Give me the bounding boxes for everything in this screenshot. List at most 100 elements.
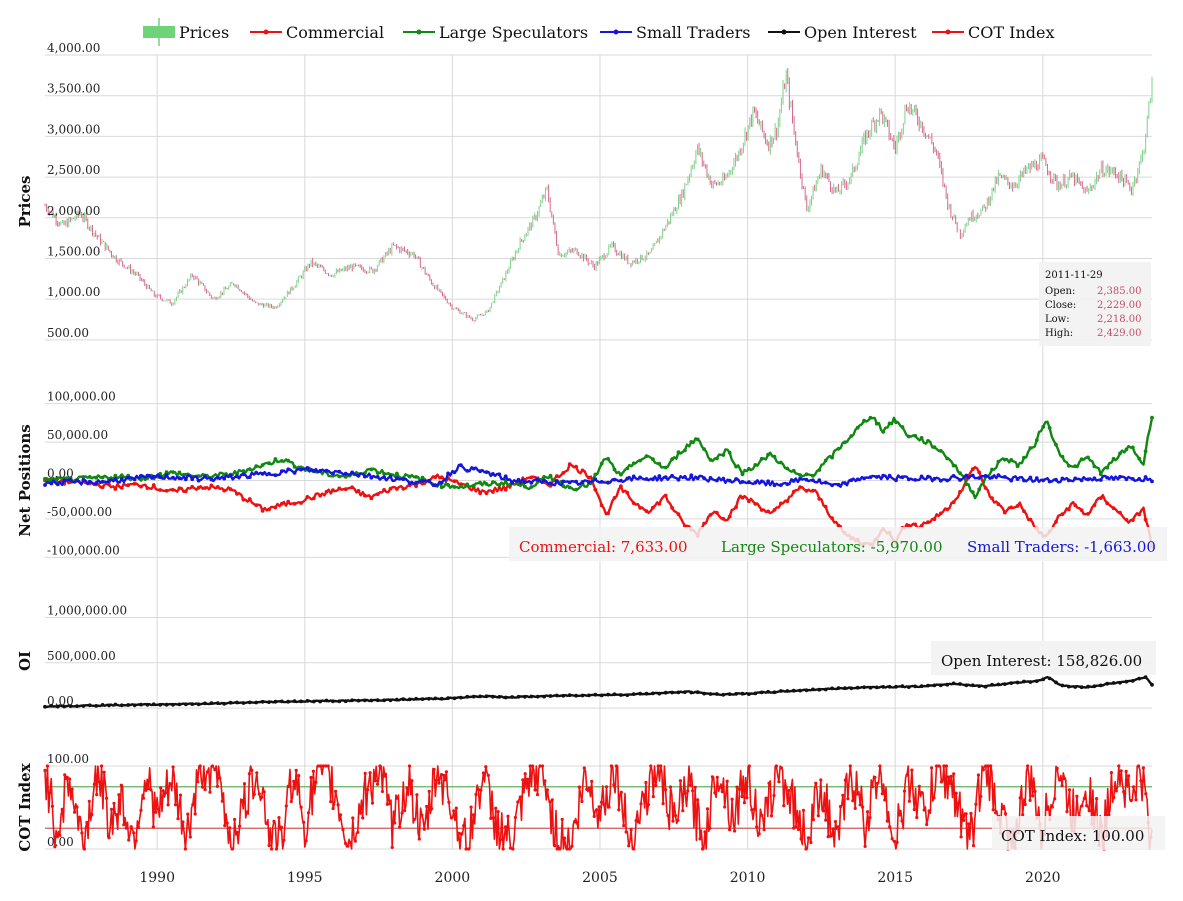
large-speculators-point	[1073, 464, 1078, 468]
small-traders-point	[369, 475, 374, 480]
open-interest-point	[87, 703, 92, 708]
commercial-point	[657, 502, 662, 506]
open-interest-point	[970, 683, 975, 688]
small-traders-point	[299, 467, 303, 472]
cot-index-point	[282, 838, 286, 842]
legend[interactable]: Prices Commercial Large Speculators Small T…	[143, 18, 1054, 46]
small-traders-point	[75, 478, 79, 483]
large-speculators-point	[446, 483, 450, 487]
cot-index-point	[971, 844, 976, 848]
legend-item-open-interest[interactable]: Open Interest	[768, 23, 917, 42]
cot-index-point	[866, 810, 870, 814]
cot-index-point	[516, 800, 520, 804]
large-speculators-point	[913, 433, 918, 438]
commercial-point	[273, 505, 278, 510]
cot-index-point	[447, 800, 451, 804]
large-speculators-point	[529, 485, 534, 489]
cot-index-point	[560, 817, 564, 822]
cot-index-point	[683, 791, 687, 796]
legend-item-prices[interactable]: Prices	[143, 18, 229, 46]
cot-index-point	[671, 819, 675, 823]
cot-index-point	[799, 837, 803, 841]
large-speculators-point	[791, 468, 796, 473]
cot-index-point	[171, 765, 175, 769]
large-speculators-point	[887, 421, 892, 426]
legend-item-large-speculators[interactable]: Large Speculators	[403, 23, 588, 42]
cot-index-point	[989, 764, 993, 768]
cot-index-point	[53, 845, 57, 849]
commercial-point	[651, 505, 655, 510]
cot-index-point	[838, 804, 843, 809]
cot-index-point	[481, 771, 485, 775]
commercial-point	[638, 505, 642, 510]
small-traders-point	[318, 469, 323, 473]
cot-index-point	[668, 785, 673, 789]
large-speculators-point	[721, 453, 726, 457]
cot-index-point	[173, 803, 178, 807]
open-interest-point	[459, 695, 463, 700]
cot-index-point	[858, 803, 862, 807]
cot-index-point	[698, 837, 702, 841]
cot-index-point	[501, 847, 505, 851]
cot-index-point	[885, 819, 889, 823]
large-speculators-point	[1079, 457, 1084, 462]
open-interest-point	[663, 690, 668, 695]
open-interest-point	[599, 693, 604, 698]
cot-index-point	[370, 801, 375, 805]
cot-index-point	[432, 767, 436, 772]
legend-item-commercial[interactable]: Commercial	[250, 23, 384, 42]
cot-index-point	[437, 781, 441, 785]
cot-index-point	[597, 805, 601, 809]
small-traders-point	[938, 478, 943, 483]
small-traders-point	[478, 469, 482, 474]
large-speculators-point	[1092, 464, 1097, 469]
cot-index-point	[811, 818, 816, 822]
commercial-point	[299, 501, 303, 505]
small-traders-point	[779, 483, 783, 487]
cot-index-point	[1124, 769, 1128, 774]
small-traders-point	[529, 481, 534, 485]
commercial-point	[1124, 517, 1129, 522]
open-interest-point	[721, 692, 726, 697]
cot-index-point	[154, 810, 158, 814]
small-traders-point	[87, 479, 92, 484]
legend-item-cot-index[interactable]: COT Index	[932, 23, 1054, 42]
small-traders-point	[548, 481, 553, 486]
small-traders-point	[926, 474, 930, 479]
small-traders-point	[145, 473, 150, 478]
large-speculators-point	[171, 470, 175, 474]
small-traders-point	[1022, 478, 1026, 483]
commercial-point	[951, 500, 956, 505]
small-traders-point	[62, 478, 67, 483]
cot-index-point	[1023, 802, 1027, 807]
open-interest-point	[81, 704, 86, 708]
large-speculators-point	[1002, 457, 1007, 462]
small-traders-point	[734, 477, 738, 481]
legend-item-small-traders[interactable]: Small Traders	[600, 23, 750, 42]
open-interest-point	[932, 683, 937, 688]
commercial-point	[766, 509, 770, 514]
cot-index-point	[814, 781, 818, 785]
large-speculators-point	[663, 465, 668, 470]
open-interest-point	[471, 694, 476, 699]
commercial-point	[171, 488, 175, 492]
cot-index-point	[1001, 807, 1005, 811]
small-traders-point	[267, 471, 271, 476]
cot-index-point	[380, 789, 384, 794]
small-traders-point	[651, 477, 655, 482]
cot-index-point	[511, 847, 515, 851]
small-traders-point	[606, 480, 610, 485]
cot-index-point	[193, 812, 197, 816]
cot-index-point	[1144, 792, 1148, 796]
large-speculators-point	[926, 439, 930, 443]
open-interest-point	[209, 701, 214, 706]
cot-index-point	[373, 779, 377, 783]
small-traders-point	[151, 474, 156, 479]
small-traders-point	[823, 480, 828, 485]
cot-index-point	[297, 774, 301, 778]
cot-index-point	[548, 800, 552, 804]
cot-index-point	[1119, 769, 1123, 773]
axis-layer: 1990 1995 2000 2005 2010 2015 2020 500.00 1,000.…	[16, 41, 1061, 886]
open-interest-point	[484, 694, 489, 699]
cot-index-point	[494, 806, 498, 810]
